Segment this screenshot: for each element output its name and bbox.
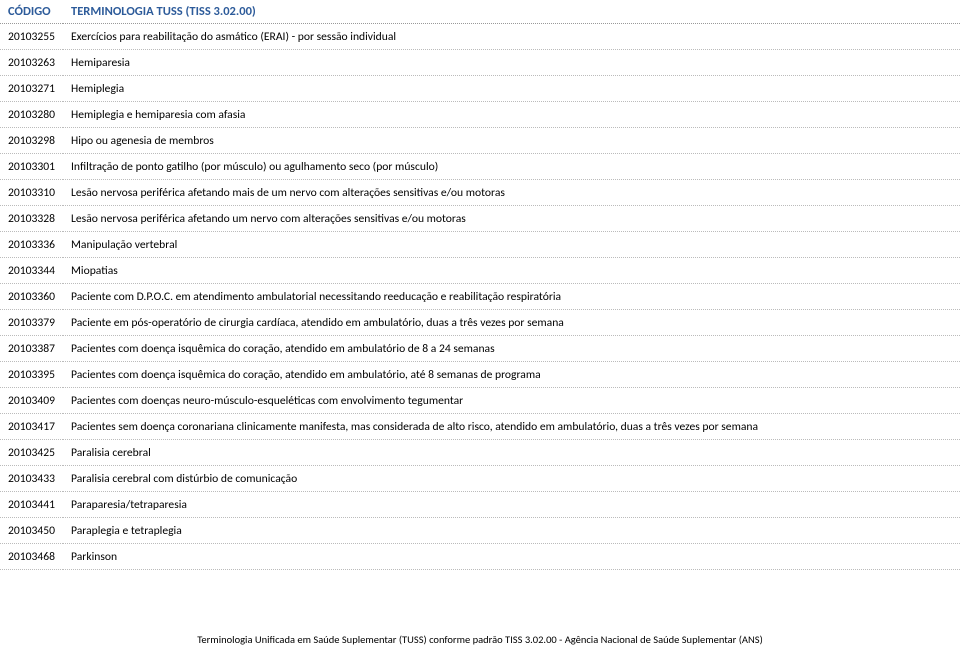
table-row: 20103310Lesão nervosa periférica afetand… <box>0 180 960 206</box>
cell-desc: Paciente em pós-operatório de cirurgia c… <box>63 310 960 336</box>
cell-code: 20103425 <box>0 440 63 466</box>
table-row: 20103395Pacientes com doença isquêmica d… <box>0 362 960 388</box>
cell-code: 20103280 <box>0 102 63 128</box>
cell-desc: Paraplegia e tetraplegia <box>63 518 960 544</box>
cell-code: 20103298 <box>0 128 63 154</box>
cell-desc: Hemiplegia e hemiparesia com afasia <box>63 102 960 128</box>
table-row: 20103441Paraparesia/tetraparesia <box>0 492 960 518</box>
cell-code: 20103387 <box>0 336 63 362</box>
cell-desc: Pacientes com doença isquêmica do coraçã… <box>63 336 960 362</box>
cell-code: 20103255 <box>0 24 63 50</box>
table-row: 20103360Paciente com D.P.O.C. em atendim… <box>0 284 960 310</box>
table-row: 20103409Pacientes com doenças neuro-músc… <box>0 388 960 414</box>
table-body: 20103255Exercícios para reabilitação do … <box>0 24 960 570</box>
cell-desc: Infiltração de ponto gatilho (por múscul… <box>63 154 960 180</box>
table-row: 20103468Parkinson <box>0 544 960 570</box>
cell-desc: Hemiplegia <box>63 76 960 102</box>
table-row: 20103379Paciente em pós-operatório de ci… <box>0 310 960 336</box>
cell-code: 20103433 <box>0 466 63 492</box>
table-row: 20103417Pacientes sem doença coronariana… <box>0 414 960 440</box>
cell-code: 20103301 <box>0 154 63 180</box>
table-row: 20103336Manipulação vertebral <box>0 232 960 258</box>
cell-desc: Hemiparesia <box>63 50 960 76</box>
table-row: 20103328Lesão nervosa periférica afetand… <box>0 206 960 232</box>
table-row: 20103450Paraplegia e tetraplegia <box>0 518 960 544</box>
cell-desc: Paciente com D.P.O.C. em atendimento amb… <box>63 284 960 310</box>
cell-code: 20103344 <box>0 258 63 284</box>
header-terminologia: TERMINOLOGIA TUSS (TISS 3.02.00) <box>63 0 960 24</box>
table-row: 20103271Hemiplegia <box>0 76 960 102</box>
cell-code: 20103441 <box>0 492 63 518</box>
table-row: 20103301Infiltração de ponto gatilho (po… <box>0 154 960 180</box>
table-row: 20103387Pacientes com doença isquêmica d… <box>0 336 960 362</box>
cell-desc: Lesão nervosa periférica afetando um ner… <box>63 206 960 232</box>
cell-desc: Manipulação vertebral <box>63 232 960 258</box>
cell-desc: Pacientes sem doença coronariana clinica… <box>63 414 960 440</box>
cell-code: 20103336 <box>0 232 63 258</box>
table-row: 20103280Hemiplegia e hemiparesia com afa… <box>0 102 960 128</box>
table-row: 20103433Paralisia cerebral com distúrbio… <box>0 466 960 492</box>
cell-code: 20103417 <box>0 414 63 440</box>
cell-desc: Lesão nervosa periférica afetando mais d… <box>63 180 960 206</box>
cell-code: 20103379 <box>0 310 63 336</box>
table-row: 20103298Hipo ou agenesia de membros <box>0 128 960 154</box>
cell-desc: Paralisia cerebral com distúrbio de comu… <box>63 466 960 492</box>
cell-desc: Paralisia cerebral <box>63 440 960 466</box>
table-header-row: CÓDIGO TERMINOLOGIA TUSS (TISS 3.02.00) <box>0 0 960 24</box>
footer-text: Terminologia Unificada em Saúde Suplemen… <box>0 633 960 646</box>
cell-code: 20103468 <box>0 544 63 570</box>
table-row: 20103344Miopatias <box>0 258 960 284</box>
tuss-table: CÓDIGO TERMINOLOGIA TUSS (TISS 3.02.00) … <box>0 0 960 570</box>
cell-desc: Miopatias <box>63 258 960 284</box>
cell-desc: Paraparesia/tetraparesia <box>63 492 960 518</box>
cell-code: 20103328 <box>0 206 63 232</box>
table-row: 20103425Paralisia cerebral <box>0 440 960 466</box>
cell-desc: Hipo ou agenesia de membros <box>63 128 960 154</box>
cell-desc: Parkinson <box>63 544 960 570</box>
cell-code: 20103271 <box>0 76 63 102</box>
cell-code: 20103409 <box>0 388 63 414</box>
cell-code: 20103395 <box>0 362 63 388</box>
cell-code: 20103263 <box>0 50 63 76</box>
header-codigo: CÓDIGO <box>0 0 63 24</box>
table-row: 20103255Exercícios para reabilitação do … <box>0 24 960 50</box>
cell-desc: Pacientes com doenças neuro-músculo-esqu… <box>63 388 960 414</box>
table-row: 20103263Hemiparesia <box>0 50 960 76</box>
cell-code: 20103450 <box>0 518 63 544</box>
cell-code: 20103360 <box>0 284 63 310</box>
cell-code: 20103310 <box>0 180 63 206</box>
cell-desc: Exercícios para reabilitação do asmático… <box>63 24 960 50</box>
cell-desc: Pacientes com doença isquêmica do coraçã… <box>63 362 960 388</box>
